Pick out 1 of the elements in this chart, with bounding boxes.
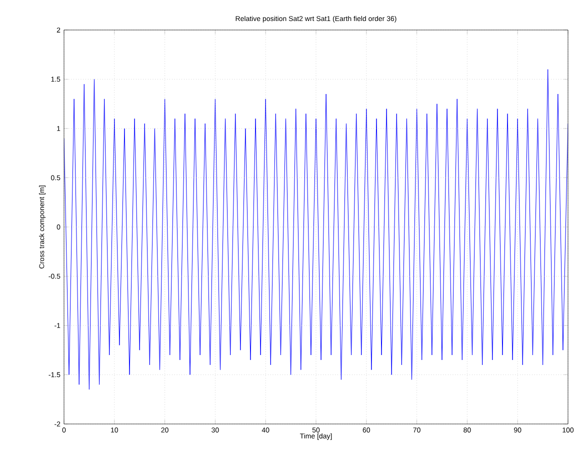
line-series (64, 69, 568, 390)
